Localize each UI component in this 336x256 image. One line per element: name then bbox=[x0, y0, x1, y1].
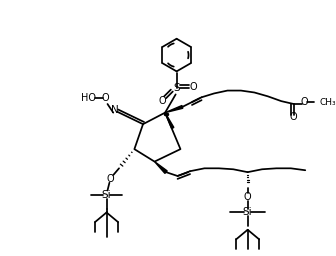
Text: Si: Si bbox=[243, 207, 252, 217]
Text: O: O bbox=[290, 112, 298, 122]
Text: HO: HO bbox=[81, 93, 96, 103]
Text: N: N bbox=[111, 105, 119, 115]
Text: O: O bbox=[158, 96, 166, 106]
Polygon shape bbox=[165, 105, 183, 113]
Text: O: O bbox=[244, 192, 251, 202]
Text: CH₃: CH₃ bbox=[320, 98, 336, 106]
Text: O: O bbox=[189, 82, 197, 92]
Text: O: O bbox=[107, 174, 114, 184]
Polygon shape bbox=[155, 162, 167, 173]
Polygon shape bbox=[165, 113, 174, 129]
Text: O: O bbox=[300, 97, 308, 107]
Text: Si: Si bbox=[102, 190, 111, 200]
Text: O: O bbox=[102, 93, 110, 103]
Text: S: S bbox=[173, 83, 180, 93]
